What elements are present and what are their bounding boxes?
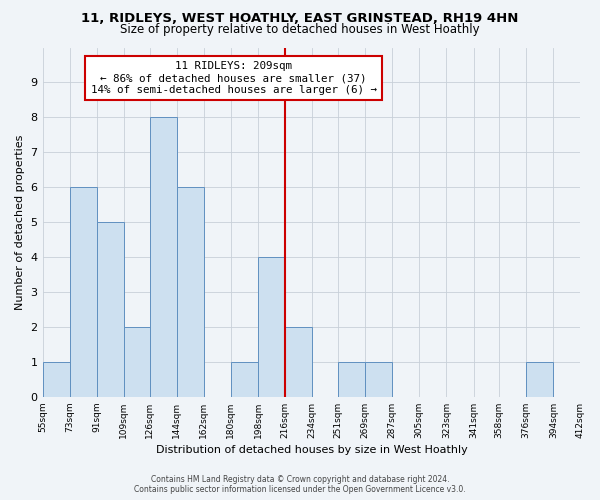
Text: Size of property relative to detached houses in West Hoathly: Size of property relative to detached ho…	[120, 22, 480, 36]
Bar	[149, 118, 176, 397]
Bar	[43, 362, 70, 397]
Bar	[176, 187, 204, 397]
Text: 11 RIDLEYS: 209sqm
← 86% of detached houses are smaller (37)
14% of semi-detache: 11 RIDLEYS: 209sqm ← 86% of detached hou…	[91, 62, 377, 94]
Text: Contains HM Land Registry data © Crown copyright and database right 2024.
Contai: Contains HM Land Registry data © Crown c…	[134, 474, 466, 494]
Bar	[285, 327, 312, 397]
Bar	[124, 327, 149, 397]
Y-axis label: Number of detached properties: Number of detached properties	[15, 134, 25, 310]
Bar	[231, 362, 258, 397]
Bar	[97, 222, 124, 397]
Bar	[258, 257, 285, 397]
X-axis label: Distribution of detached houses by size in West Hoathly: Distribution of detached houses by size …	[155, 445, 467, 455]
Bar	[526, 362, 553, 397]
Bar	[70, 187, 97, 397]
Bar	[365, 362, 392, 397]
Bar	[338, 362, 365, 397]
Text: 11, RIDLEYS, WEST HOATHLY, EAST GRINSTEAD, RH19 4HN: 11, RIDLEYS, WEST HOATHLY, EAST GRINSTEA…	[82, 12, 518, 26]
